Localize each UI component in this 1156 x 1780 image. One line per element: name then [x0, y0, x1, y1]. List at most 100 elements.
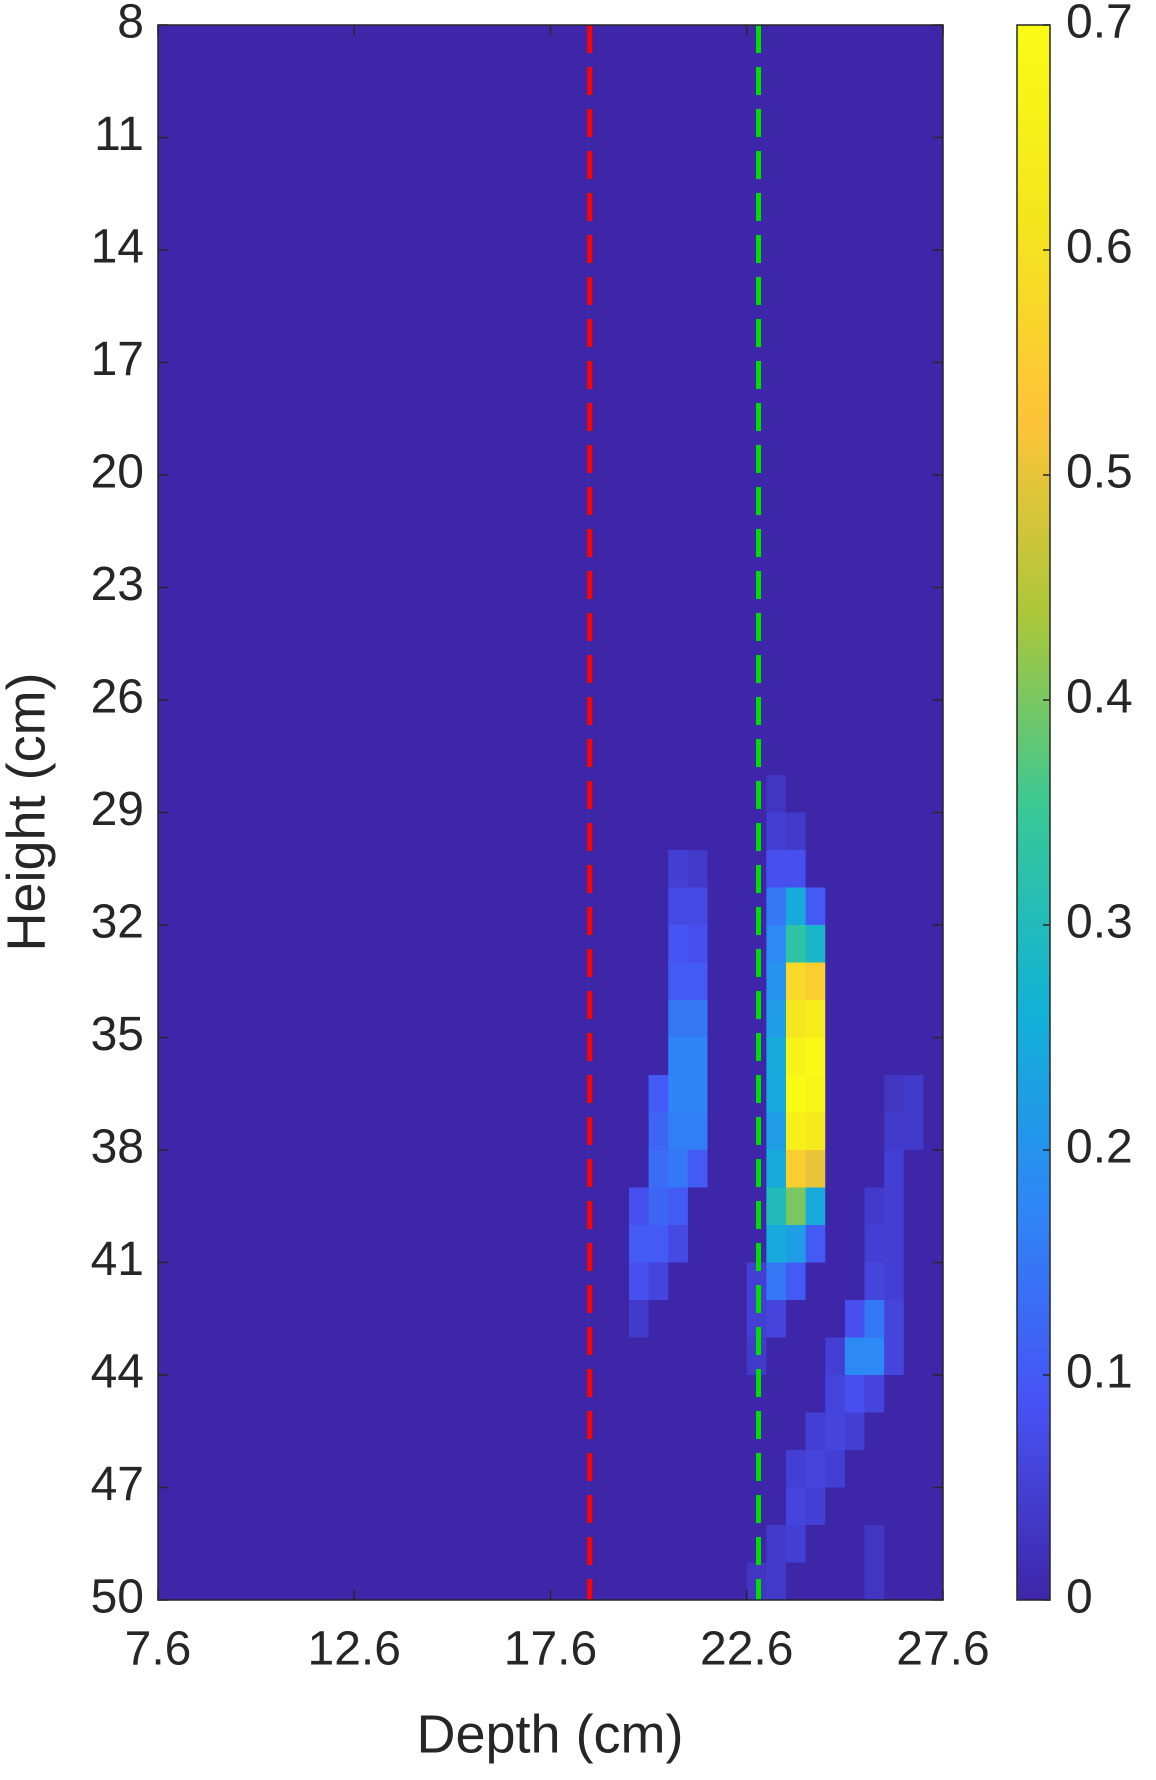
heatmap-cell	[727, 925, 748, 963]
heatmap-cell	[687, 1187, 708, 1226]
heatmap-cell	[884, 1075, 905, 1113]
heatmap-cell	[668, 850, 689, 888]
heatmap-cell	[727, 1300, 748, 1338]
y-tick-label: 29	[91, 783, 144, 836]
heatmap-cell	[805, 1487, 826, 1526]
heatmap-cell	[629, 1487, 650, 1526]
heatmap-cell	[903, 1525, 924, 1563]
heatmap-cell	[746, 1300, 767, 1338]
heatmap-cell	[805, 1412, 826, 1451]
heatmap-cell	[629, 25, 650, 776]
heatmap-cell	[158, 1112, 630, 1151]
heatmap-cell	[864, 812, 885, 851]
heatmap-cell	[864, 1375, 885, 1413]
heatmap-cell	[727, 887, 748, 926]
heatmap-cell	[923, 1112, 944, 1151]
heatmap-cell	[648, 1262, 669, 1301]
heatmap-cell	[825, 1412, 846, 1451]
x-tick-label: 27.6	[896, 1623, 989, 1676]
heatmap-cell	[158, 1412, 630, 1451]
y-tick-label: 26	[91, 671, 144, 724]
heatmap-cell	[668, 812, 689, 851]
heatmap-cell	[903, 1337, 924, 1376]
heatmap-cell	[786, 1112, 807, 1151]
heatmap-cell	[844, 1000, 865, 1038]
heatmap-cell	[786, 1300, 807, 1338]
heatmap-cell	[903, 812, 924, 851]
x-tick-label: 22.6	[700, 1623, 793, 1676]
heatmap-cell	[766, 1037, 787, 1076]
heatmap-cell	[844, 1525, 865, 1563]
heatmap-cell	[687, 812, 708, 851]
heatmap-cell	[864, 962, 885, 1001]
heatmap-cell	[923, 1487, 944, 1526]
heatmap-cell	[844, 1112, 865, 1151]
heatmap-cell	[158, 1487, 630, 1526]
heatmap-cell	[687, 1337, 708, 1376]
heatmap-cell	[844, 1187, 865, 1226]
heatmap-cell	[786, 1562, 807, 1601]
heatmap-cell	[648, 1450, 669, 1488]
heatmap-cell	[825, 1187, 846, 1226]
heatmap-cell	[884, 1037, 905, 1076]
heatmap-cell	[629, 775, 650, 813]
heatmap-cell	[648, 1300, 669, 1338]
heatmap-cell	[727, 812, 748, 851]
heatmap-cell	[884, 1225, 905, 1263]
heatmap-cell	[884, 1412, 905, 1451]
heatmap-cell	[629, 1337, 650, 1376]
heatmap-cell	[923, 1300, 944, 1338]
y-tick-label: 17	[91, 333, 144, 386]
heatmap-cell	[158, 1300, 630, 1338]
heatmap-cell	[844, 812, 865, 851]
heatmap-cell	[746, 887, 767, 926]
heatmap-cell	[825, 1262, 846, 1301]
heatmap-cell	[884, 1562, 905, 1601]
heatmap-cell	[903, 1375, 924, 1413]
heatmap-cell	[825, 25, 846, 776]
heatmap-cell	[648, 887, 669, 926]
heatmap-cell	[727, 1450, 748, 1488]
heatmap-cell	[825, 812, 846, 851]
heatmap-cell	[884, 1300, 905, 1338]
heatmap-cell	[844, 1337, 865, 1376]
y-tick-label: 11	[94, 108, 144, 161]
heatmap-cell	[158, 1525, 630, 1563]
heatmap-cell	[903, 1262, 924, 1301]
heatmap-cell	[766, 1337, 787, 1376]
heatmap-cell	[746, 25, 767, 776]
heatmap-cell	[805, 1000, 826, 1038]
x-tick-label: 7.6	[125, 1623, 192, 1676]
heatmap-cell	[629, 812, 650, 851]
heatmap-cell	[805, 1037, 826, 1076]
heatmap-cell	[864, 1562, 885, 1601]
heatmap-cell	[746, 962, 767, 1001]
heatmap-cell	[923, 1525, 944, 1563]
heatmap-cell	[903, 775, 924, 813]
heatmap-cell	[727, 1412, 748, 1451]
heatmap-cell	[923, 1262, 944, 1301]
heatmap-cell	[766, 1450, 787, 1488]
y-tick-label: 41	[91, 1233, 144, 1286]
heatmap-cell	[158, 1150, 630, 1188]
heatmap-cell	[903, 925, 924, 963]
heatmap-cell	[903, 25, 924, 776]
colorbar	[1016, 24, 1051, 1601]
heatmap-cell	[668, 962, 689, 1001]
heatmap-cell	[668, 1412, 689, 1451]
heatmap-cell	[158, 775, 630, 813]
heatmap-cell	[766, 1225, 787, 1263]
heatmap-cell	[648, 1225, 669, 1263]
heatmap-cell	[648, 775, 669, 813]
heatmap-cell	[805, 1150, 826, 1188]
heatmap-cell	[687, 925, 708, 963]
heatmap-cell	[648, 1525, 669, 1563]
heatmap-cell	[923, 1450, 944, 1488]
heatmap-cell	[687, 1225, 708, 1263]
y-tick-label: 8	[117, 0, 144, 49]
heatmap-cell	[629, 1450, 650, 1488]
heatmap-cell	[844, 850, 865, 888]
heatmap-cell	[648, 1562, 669, 1601]
heatmap-cell	[629, 1075, 650, 1113]
heatmap-cell	[825, 1225, 846, 1263]
